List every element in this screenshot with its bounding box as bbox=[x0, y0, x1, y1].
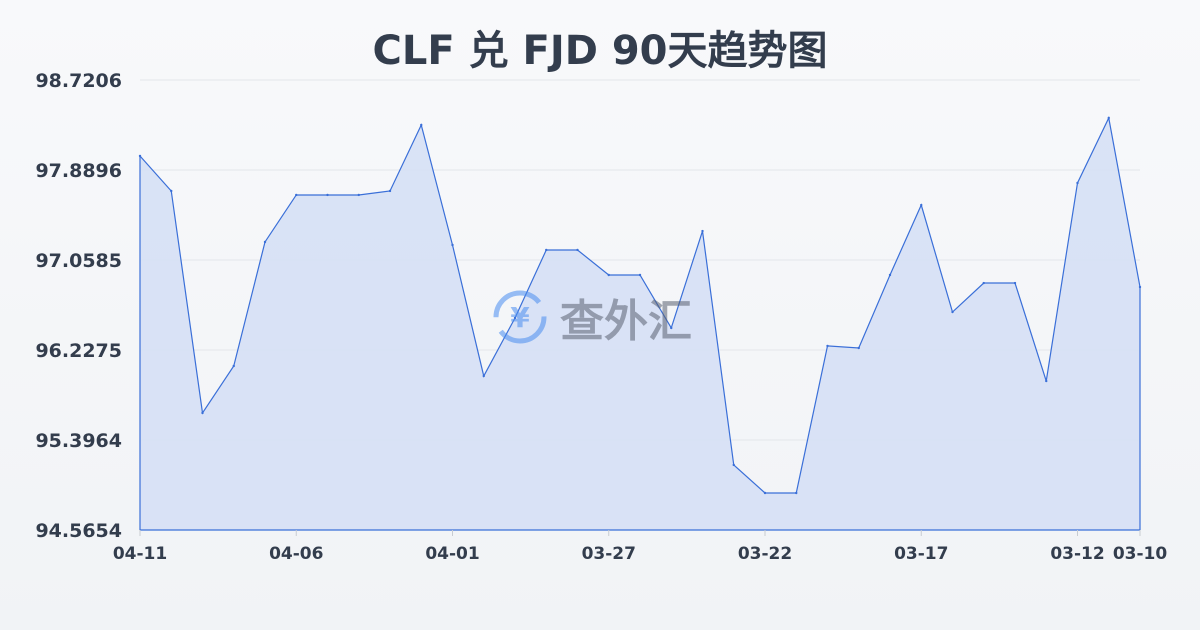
watermark: ¥ 查外汇 bbox=[490, 285, 692, 349]
svg-text:¥: ¥ bbox=[510, 301, 530, 334]
data-point bbox=[795, 491, 798, 495]
x-tick-label: 04-01 bbox=[425, 544, 479, 564]
y-tick-label: 95.3964 bbox=[35, 430, 122, 452]
data-point bbox=[482, 374, 485, 378]
data-point bbox=[170, 189, 173, 193]
data-point bbox=[1076, 181, 1079, 185]
y-tick-label: 94.5654 bbox=[35, 520, 122, 542]
data-point bbox=[1138, 285, 1142, 289]
data-point bbox=[920, 203, 923, 207]
data-point bbox=[638, 273, 642, 277]
data-point bbox=[1107, 116, 1110, 120]
y-tick-label: 97.0585 bbox=[35, 250, 122, 272]
data-point bbox=[1045, 379, 1048, 383]
data-point bbox=[701, 229, 704, 233]
y-tick-label: 97.8896 bbox=[35, 160, 122, 182]
y-tick-label: 96.2275 bbox=[35, 340, 122, 362]
data-point bbox=[732, 463, 735, 467]
yen-exchange-icon: ¥ bbox=[493, 290, 547, 344]
data-point bbox=[982, 281, 985, 285]
data-point bbox=[951, 310, 954, 314]
data-point bbox=[545, 248, 548, 252]
data-point bbox=[295, 193, 298, 197]
chart-title: CLF 兑 FJD 90天趋势图 bbox=[372, 28, 828, 74]
data-point bbox=[826, 344, 829, 348]
data-point bbox=[138, 154, 142, 158]
data-point bbox=[513, 316, 517, 320]
data-point bbox=[857, 346, 860, 350]
data-point bbox=[201, 411, 204, 415]
watermark-text: 查外汇 bbox=[560, 296, 692, 347]
data-point bbox=[1013, 281, 1017, 285]
data-point bbox=[420, 123, 423, 127]
data-point bbox=[576, 248, 579, 252]
x-tick-label: 03-17 bbox=[894, 544, 948, 564]
data-point bbox=[263, 240, 267, 244]
data-point bbox=[326, 193, 329, 197]
data-point bbox=[607, 273, 610, 277]
x-tick-label: 03-27 bbox=[582, 544, 636, 564]
x-tick-label: 03-10 bbox=[1113, 544, 1168, 564]
data-point bbox=[388, 189, 392, 193]
data-point bbox=[232, 364, 235, 368]
data-point bbox=[451, 243, 454, 247]
data-point bbox=[670, 326, 673, 330]
x-tick-label: 03-22 bbox=[738, 544, 792, 564]
data-point bbox=[763, 491, 767, 495]
x-tick-label: 04-06 bbox=[269, 544, 323, 564]
data-point bbox=[888, 273, 892, 277]
y-tick-label: 98.7206 bbox=[35, 70, 122, 92]
area-fill bbox=[140, 117, 1140, 530]
data-point bbox=[357, 193, 360, 197]
x-tick-label: 03-12 bbox=[1050, 544, 1104, 564]
x-tick-label: 04-11 bbox=[113, 544, 167, 564]
